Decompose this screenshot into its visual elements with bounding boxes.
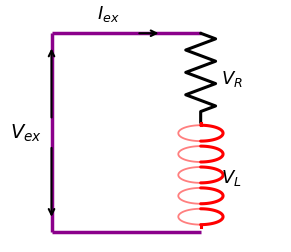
Text: $V_R$: $V_R$ bbox=[221, 69, 242, 89]
Text: $V_{ex}$: $V_{ex}$ bbox=[10, 122, 42, 144]
Text: $I_{ex}$: $I_{ex}$ bbox=[97, 4, 120, 24]
Text: $V_L$: $V_L$ bbox=[221, 168, 241, 188]
